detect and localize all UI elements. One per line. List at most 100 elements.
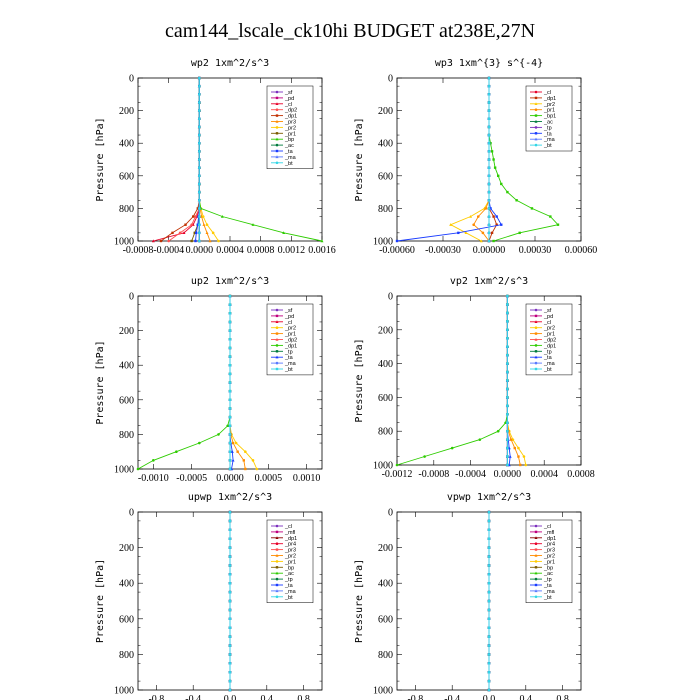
- data-point: [493, 166, 497, 169]
- data-point: [487, 688, 491, 692]
- data-point: [228, 415, 232, 419]
- data-point: [496, 429, 500, 433]
- data-point: [490, 150, 494, 153]
- data-point: [201, 215, 205, 218]
- legend-label: _pr2: [543, 102, 555, 108]
- data-point: [464, 231, 468, 235]
- data-point: [228, 441, 232, 445]
- y-axis-label: Pressure [hPa]: [354, 117, 365, 201]
- data-point: [517, 446, 520, 450]
- legend-label: _sf: [284, 90, 293, 96]
- data-point: [228, 573, 232, 576]
- legend-label: _ta: [284, 583, 294, 589]
- panel-5: upwp 1xm^2/s^3 Pressure [hPa] 0 200 400 600 80…: [95, 492, 323, 700]
- data-point: [171, 231, 174, 235]
- y-tick-label: 400: [378, 579, 393, 590]
- legend-entry: _pr3: [271, 120, 296, 126]
- data-point: [506, 387, 509, 391]
- y-tick-label: 400: [119, 361, 134, 372]
- legend-label: _tp: [284, 577, 293, 583]
- data-point: [487, 608, 491, 612]
- data-point: [395, 239, 399, 243]
- legend-marker: [534, 114, 538, 117]
- y-tick-label: 400: [119, 579, 134, 590]
- x-tick-label: -0.0008: [123, 245, 154, 256]
- data-point: [495, 223, 498, 226]
- legend-marker: [275, 102, 279, 105]
- data-point: [487, 617, 491, 621]
- y-axis-label: Pressure [hPa]: [354, 559, 365, 643]
- legend-label: _ma: [284, 361, 297, 367]
- x-tick-label: 0.00030: [519, 245, 552, 256]
- legend-entry: _pr2: [271, 326, 296, 332]
- legend-entry: _bp1: [530, 114, 556, 120]
- panel-title: wp3 1xm^{3} s^{-4}: [435, 58, 543, 69]
- data-point: [244, 450, 247, 454]
- data-point: [506, 337, 509, 340]
- legend-marker: [534, 96, 538, 100]
- legend-entry: _dp1: [530, 536, 556, 542]
- series-bt: [228, 294, 232, 471]
- data-point: [506, 430, 509, 433]
- y-tick-label: 600: [119, 614, 134, 625]
- legend-entry: _pr3: [271, 548, 296, 554]
- data-point: [178, 231, 182, 235]
- data-point: [487, 626, 491, 629]
- data-point: [198, 231, 201, 235]
- x-tick-label: 0.8: [556, 694, 569, 700]
- legend-label: _pr2: [284, 326, 296, 332]
- figure-title: cam144_lscale_ck10hi BUDGET at238E,27N: [164, 20, 536, 42]
- y-tick-label: 400: [378, 359, 393, 370]
- y-tick-label: 800: [119, 204, 134, 215]
- legend-entry: _ta: [271, 149, 294, 155]
- legend-entry: _ac: [530, 120, 553, 126]
- legend-marker: [275, 524, 279, 528]
- series-pr1: [472, 76, 491, 243]
- legend-entry: _dp2: [271, 338, 297, 344]
- legend-entry: _tp: [271, 349, 293, 355]
- data-point: [487, 537, 491, 540]
- legend-entry: _cl: [271, 102, 292, 108]
- legend-marker: [534, 119, 538, 123]
- legend-entry: _dp1: [530, 343, 556, 349]
- legend-entry: _ta: [271, 583, 294, 589]
- data-point: [509, 438, 513, 441]
- data-point: [231, 441, 235, 445]
- legend-marker: [275, 560, 279, 563]
- data-point: [228, 644, 232, 647]
- data-point: [228, 355, 232, 358]
- legend-label: _bt: [543, 595, 552, 601]
- data-point: [487, 141, 491, 145]
- panel-title: wp2 1xm^2/s^3: [191, 58, 269, 69]
- data-point: [198, 101, 201, 104]
- data-point: [228, 653, 232, 656]
- data-point: [159, 239, 163, 243]
- x-tick-label: -0.4: [444, 694, 460, 700]
- legend-entry: _ma: [271, 155, 297, 161]
- legend-entry: _pr4: [271, 542, 296, 548]
- data-point: [211, 231, 215, 235]
- panel-1: wp2 1xm^2/s^3 Pressure [hPa] 0 200 400 600 800…: [95, 58, 336, 256]
- legend-entry: _mfl: [271, 530, 295, 536]
- data-point: [194, 215, 197, 218]
- legend-marker: [275, 337, 279, 341]
- y-tick-label: 600: [119, 171, 134, 182]
- legend-label: _ta: [543, 583, 553, 589]
- legend-label: _cl: [284, 320, 292, 326]
- legend-label: _pr1: [543, 108, 555, 114]
- legend-marker: [534, 583, 538, 587]
- data-point: [193, 231, 196, 235]
- data-point: [506, 446, 509, 450]
- data-point: [506, 303, 509, 306]
- y-tick-label: 800: [378, 427, 393, 438]
- legend-label: _dp1: [284, 536, 297, 542]
- data-point: [487, 239, 491, 243]
- legend-marker: [534, 143, 538, 147]
- data-point: [198, 150, 201, 153]
- data-point: [190, 223, 193, 226]
- data-point: [487, 190, 491, 194]
- legend-label: _pr1: [284, 332, 296, 338]
- legend-entry: _dp2: [530, 338, 556, 344]
- y-tick-label: 800: [378, 650, 393, 661]
- legend-marker: [534, 108, 538, 111]
